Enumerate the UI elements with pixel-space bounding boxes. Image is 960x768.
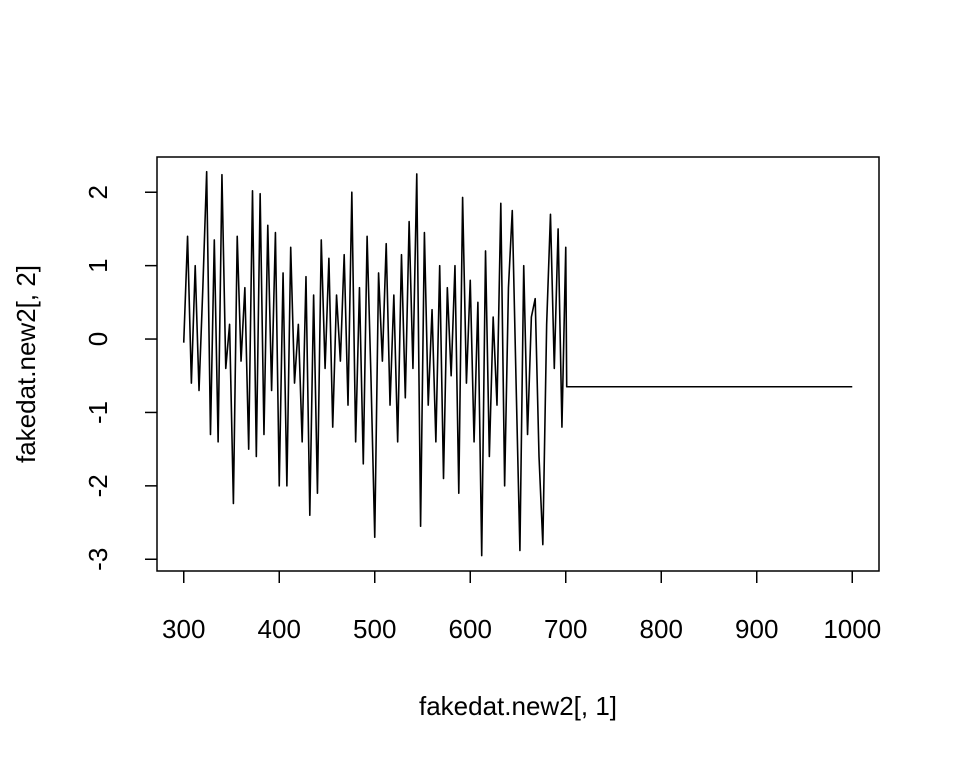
x-tick-label: 800 (640, 614, 683, 644)
x-tick-label: 700 (544, 614, 587, 644)
x-tick-label: 500 (353, 614, 396, 644)
x-tick-label: 300 (162, 614, 205, 644)
x-tick-label: 900 (735, 614, 778, 644)
x-tick-label: 600 (449, 614, 492, 644)
y-tick-label: -2 (83, 474, 113, 497)
y-axis-label: fakedat.new2[, 2] (11, 265, 41, 463)
y-tick-label: 1 (83, 258, 113, 272)
plot-frame (156, 156, 880, 572)
y-tick-label: 0 (83, 332, 113, 346)
x-tick-label: 1000 (823, 614, 881, 644)
x-axis-label: fakedat.new2[, 1] (419, 691, 617, 721)
y-tick-label: 2 (83, 185, 113, 199)
x-tick-label: 400 (258, 614, 301, 644)
y-tick-label: -1 (83, 401, 113, 424)
y-tick-label: -3 (83, 548, 113, 571)
data-line (182, 170, 853, 557)
